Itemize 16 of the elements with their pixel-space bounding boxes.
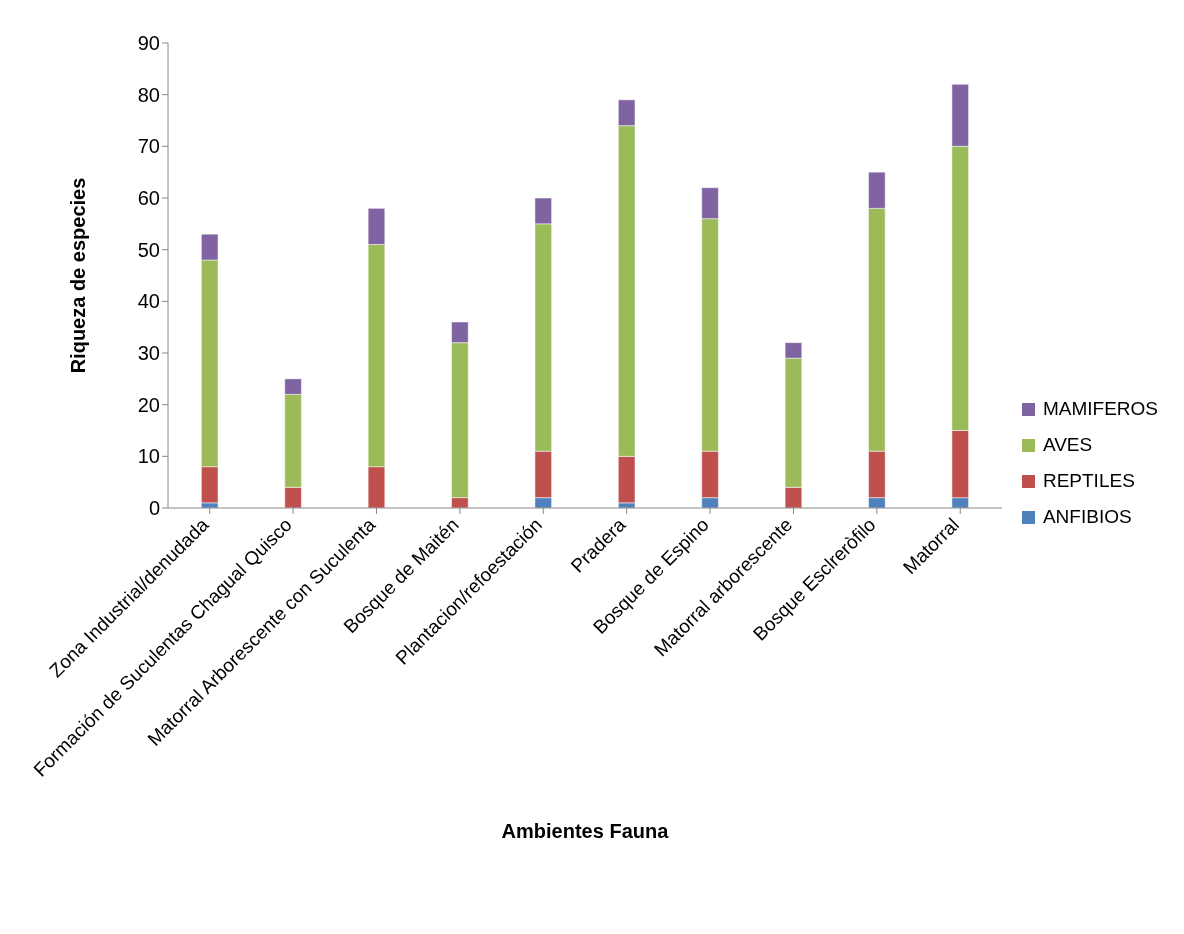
legend-label: MAMIFEROS <box>1042 398 1158 420</box>
legend-label: AVES <box>1042 434 1093 456</box>
y-tick-label: 90 <box>137 32 160 55</box>
x-axis-title: Ambientes Fauna <box>501 820 670 842</box>
y-tick-label: 0 <box>148 497 160 520</box>
legend-label: ANFIBIOS <box>1042 506 1132 528</box>
y-axis-title: Riqueza de especies <box>67 177 90 374</box>
y-tick-label: 30 <box>137 342 160 365</box>
y-tick-label: 80 <box>137 83 160 106</box>
y-tick-label: 50 <box>137 238 160 261</box>
y-tick-label: 40 <box>137 290 160 313</box>
legend-label: REPTILES <box>1042 470 1135 492</box>
y-tick-label: 20 <box>137 393 160 416</box>
y-tick-label: 70 <box>137 135 160 158</box>
y-tick-label: 10 <box>137 445 160 468</box>
y-tick-label: 60 <box>137 187 160 210</box>
